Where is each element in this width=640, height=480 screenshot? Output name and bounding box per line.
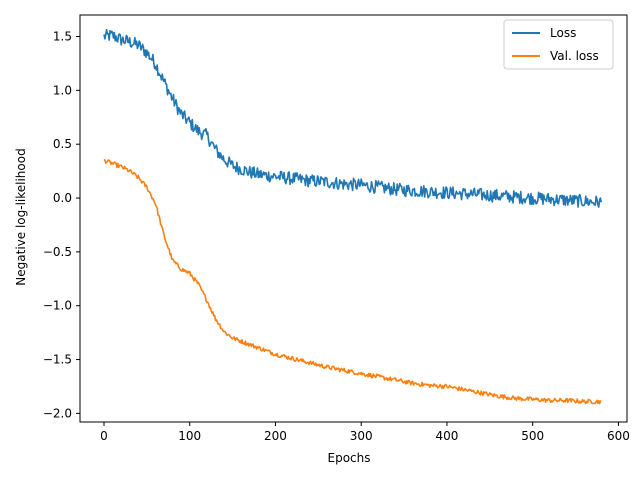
x-axis-label: Epochs	[328, 451, 371, 465]
y-tick-label: 1.5	[53, 30, 72, 44]
legend: Loss Val. loss	[503, 19, 614, 70]
plot-area: 0 100 200 300 400 500 600 −2.0 −1.5 −1.0 −0.5 0.0 0.…	[43, 14, 630, 443]
y-tick-label: 1.0	[53, 83, 72, 97]
y-tick-label: 0.5	[53, 137, 72, 151]
y-tick-label: −2.0	[43, 406, 72, 420]
y-tick-label: −0.5	[43, 245, 72, 259]
x-tick-label: 300	[350, 429, 373, 443]
x-tick-label: 0	[100, 429, 108, 443]
legend-label-val-loss: Val. loss	[550, 49, 599, 63]
y-axis-label: Negative log-likelihood	[14, 148, 28, 285]
y-tick-label: −1.5	[43, 353, 72, 367]
x-tick-label: 400	[435, 429, 458, 443]
series-line-loss	[103, 29, 603, 208]
axes-frame	[79, 14, 628, 423]
x-tick-label: 100	[178, 429, 201, 443]
x-tick-label: 500	[521, 429, 544, 443]
series-line-val-loss	[103, 159, 602, 405]
legend-label-loss: Loss	[550, 26, 576, 40]
x-tick-label: 600	[607, 429, 630, 443]
x-tick-label: 200	[264, 429, 287, 443]
y-tick-label: −1.0	[43, 299, 72, 313]
y-tick-label: 0.0	[53, 191, 72, 205]
